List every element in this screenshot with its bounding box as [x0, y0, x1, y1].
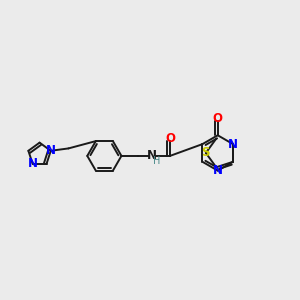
Text: N: N	[28, 158, 38, 170]
Text: N: N	[46, 144, 56, 157]
Text: O: O	[165, 132, 175, 145]
Text: N: N	[213, 164, 223, 177]
Text: S: S	[202, 146, 210, 159]
Text: H: H	[153, 156, 160, 166]
Text: N: N	[147, 149, 158, 162]
Text: O: O	[213, 112, 223, 125]
Text: N: N	[228, 138, 238, 151]
